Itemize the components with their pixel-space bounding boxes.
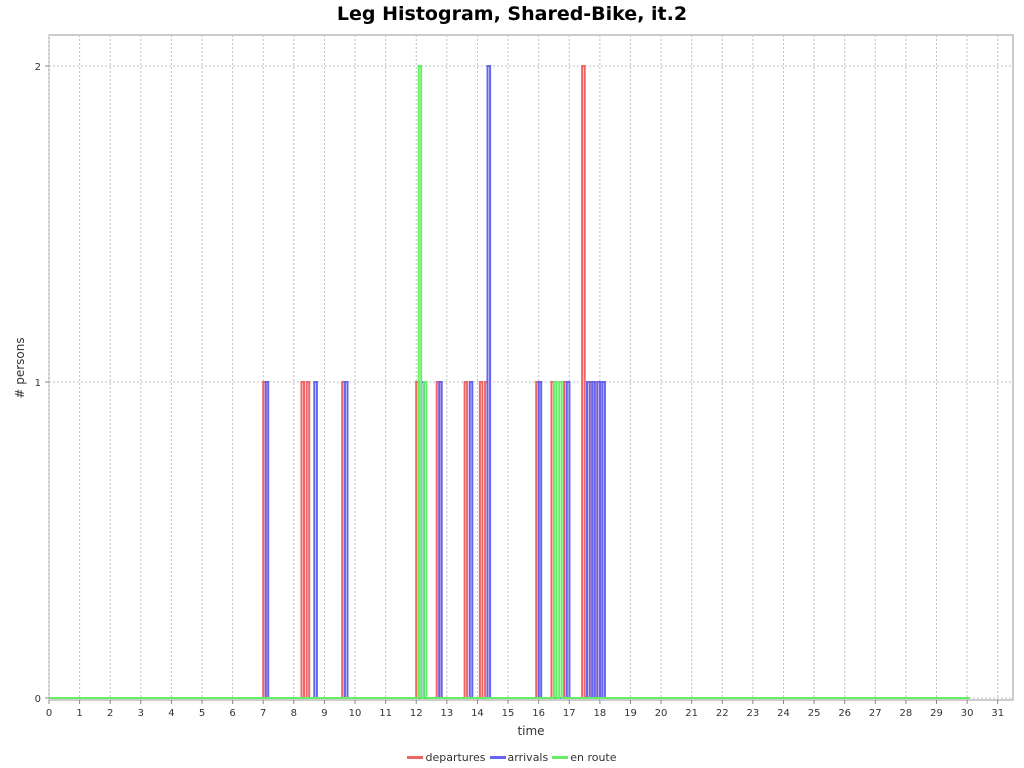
y-axis-title: # persons xyxy=(13,337,27,398)
legend-label: departures xyxy=(425,751,486,764)
x-tick-label: 14 xyxy=(471,708,484,719)
x-tick-label: 26 xyxy=(838,708,851,719)
legend-label: en route xyxy=(570,751,617,764)
y-tick-label: 1 xyxy=(35,378,41,389)
x-tick-label: 8 xyxy=(291,708,297,719)
x-tick-label: 18 xyxy=(593,708,606,719)
x-tick-label: 5 xyxy=(199,708,205,719)
x-tick-label: 3 xyxy=(138,708,144,719)
legend-label: arrivals xyxy=(507,751,549,764)
x-tick-label: 28 xyxy=(900,708,913,719)
legend-item: en route xyxy=(552,751,617,764)
x-tick-label: 12 xyxy=(410,708,423,719)
x-tick-label: 29 xyxy=(930,708,943,719)
x-tick-label: 15 xyxy=(502,708,515,719)
x-tick-label: 31 xyxy=(991,708,1004,719)
plot-background xyxy=(48,34,1014,701)
x-tick-label: 6 xyxy=(229,708,235,719)
x-tick-label: 16 xyxy=(532,708,545,719)
x-tick-label: 25 xyxy=(808,708,821,719)
legend-item: arrivals xyxy=(489,751,549,764)
x-tick-label: 24 xyxy=(777,708,790,719)
legend-swatch xyxy=(489,756,506,759)
x-tick-label: 21 xyxy=(685,708,698,719)
legend-swatch xyxy=(407,756,424,759)
x-tick-label: 7 xyxy=(260,708,266,719)
x-tick-label: 4 xyxy=(168,708,174,719)
legend-item: departures xyxy=(407,751,486,764)
y-tick-label: 2 xyxy=(35,62,41,73)
x-tick-label: 11 xyxy=(379,708,392,719)
x-tick-label: 0 xyxy=(46,708,52,719)
x-tick-label: 30 xyxy=(961,708,974,719)
x-tick-label: 27 xyxy=(869,708,882,719)
series-group xyxy=(49,65,970,699)
x-tick-label: 1 xyxy=(76,708,82,719)
series-line-en-route xyxy=(49,65,970,699)
y-tick-label: 0 xyxy=(35,694,41,705)
legend: departures arrivals en route xyxy=(0,749,1024,764)
chart-title: Leg Histogram, Shared-Bike, it.2 xyxy=(336,3,688,25)
x-tick-label: 13 xyxy=(440,708,453,719)
x-tick-label: 10 xyxy=(349,708,362,719)
x-tick-label: 2 xyxy=(107,708,113,719)
x-tick-label: 22 xyxy=(716,708,729,719)
axes: 0 1 2 3 4 5 6 7 8 9 10 11 12 13 14 15 16 17 18 19 20 21 22 23 24… xyxy=(35,62,1004,719)
x-tick-label: 17 xyxy=(563,708,576,719)
x-tick-label: 9 xyxy=(321,708,327,719)
x-tick-label: 19 xyxy=(624,708,637,719)
x-tick-label: 23 xyxy=(747,708,760,719)
x-axis-title: time xyxy=(517,724,544,738)
x-tick-label: 20 xyxy=(655,708,668,719)
legend-swatch xyxy=(552,756,569,759)
